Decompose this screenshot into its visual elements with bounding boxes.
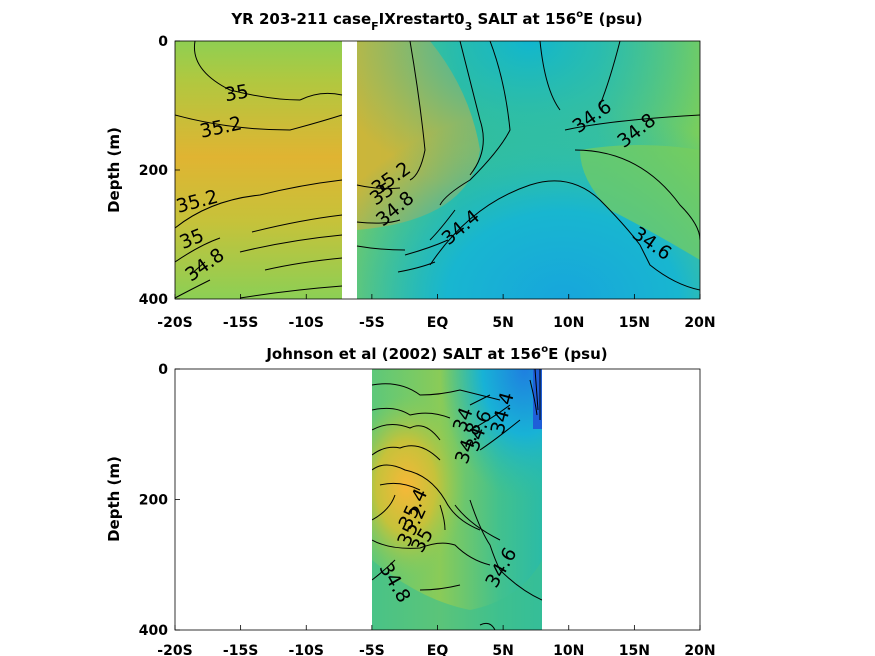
top-x-tick-label: -15S bbox=[223, 315, 258, 331]
bottom-x-tick-label: -20S bbox=[157, 643, 192, 656]
top-x-tick-label: 5N bbox=[492, 315, 513, 331]
bottom-x-tick-label: 15N bbox=[619, 643, 650, 656]
top-y-tick-label: 200 bbox=[139, 163, 168, 179]
top-y-tick-label: 0 bbox=[158, 34, 168, 50]
bottom-y-ticks: 0 200 400 bbox=[139, 362, 180, 639]
bottom-panel-title: Johnson et al (2002) SALT at 156oE (psu) bbox=[265, 344, 607, 363]
bottom-x-tick-label: -5S bbox=[359, 643, 385, 656]
bottom-x-tick-label: EQ bbox=[427, 643, 449, 656]
top-x-ticks: -20S -15S -10S -5S EQ 5N 10N 15N 20N bbox=[157, 294, 716, 331]
top-x-tick-label: 20N bbox=[684, 315, 715, 331]
top-title-part4: E (psu) bbox=[583, 10, 643, 28]
top-title-sub1: F bbox=[371, 20, 379, 33]
bottom-y-tick-label: 0 bbox=[158, 362, 168, 378]
top-y-ticks: 0 200 400 bbox=[139, 34, 180, 308]
top-title-part1: YR 203-211 case bbox=[230, 10, 371, 28]
bottom-y-axis-label: Depth (m) bbox=[105, 456, 123, 542]
top-x-tick-label: -20S bbox=[157, 315, 192, 331]
bottom-x-tick-label: -15S bbox=[223, 643, 258, 656]
bottom-panel: Johnson et al (2002) SALT at 156oE (psu)… bbox=[105, 344, 716, 656]
bottom-title-sup: o bbox=[541, 344, 548, 355]
top-x-tick-label: -5S bbox=[359, 315, 385, 331]
bottom-contour-lines bbox=[372, 369, 542, 630]
top-y-axis-label: Depth (m) bbox=[105, 127, 123, 213]
bottom-title-part2: E (psu) bbox=[548, 345, 608, 363]
bottom-x-tick-label: 10N bbox=[553, 643, 584, 656]
top-heatmap-field bbox=[175, 41, 700, 299]
top-contour-lines bbox=[175, 41, 700, 299]
top-y-tick-label: 400 bbox=[139, 292, 168, 308]
top-contour-label: 35 bbox=[223, 80, 251, 106]
bottom-x-tick-label: 5N bbox=[492, 643, 513, 656]
top-x-tick-label: -10S bbox=[289, 315, 324, 331]
top-x-tick-label: 15N bbox=[619, 315, 650, 331]
top-x-tick-label: EQ bbox=[427, 315, 449, 331]
top-title-part3: SALT at 156 bbox=[472, 10, 576, 28]
bottom-title-part1: Johnson et al (2002) SALT at 156 bbox=[265, 345, 541, 363]
bottom-y-tick-label: 200 bbox=[139, 493, 168, 509]
bottom-x-ticks: -20S -15S -10S -5S EQ 5N 10N 15N 20N bbox=[157, 625, 716, 656]
bottom-x-tick-label: 20N bbox=[684, 643, 715, 656]
top-title-sub2: 3 bbox=[465, 20, 473, 33]
top-title-sup: o bbox=[576, 9, 583, 20]
top-panel: YR 203-211 caseFIXrestart03 SALT at 156o… bbox=[105, 9, 716, 331]
bottom-y-tick-label: 400 bbox=[139, 623, 168, 639]
top-x-tick-label: 10N bbox=[553, 315, 584, 331]
bottom-heatmap-field bbox=[372, 369, 542, 630]
top-panel-title: YR 203-211 caseFIXrestart03 SALT at 156o… bbox=[230, 9, 642, 33]
top-title-part2: IXrestart0 bbox=[379, 10, 465, 28]
bottom-x-tick-label: -10S bbox=[289, 643, 324, 656]
